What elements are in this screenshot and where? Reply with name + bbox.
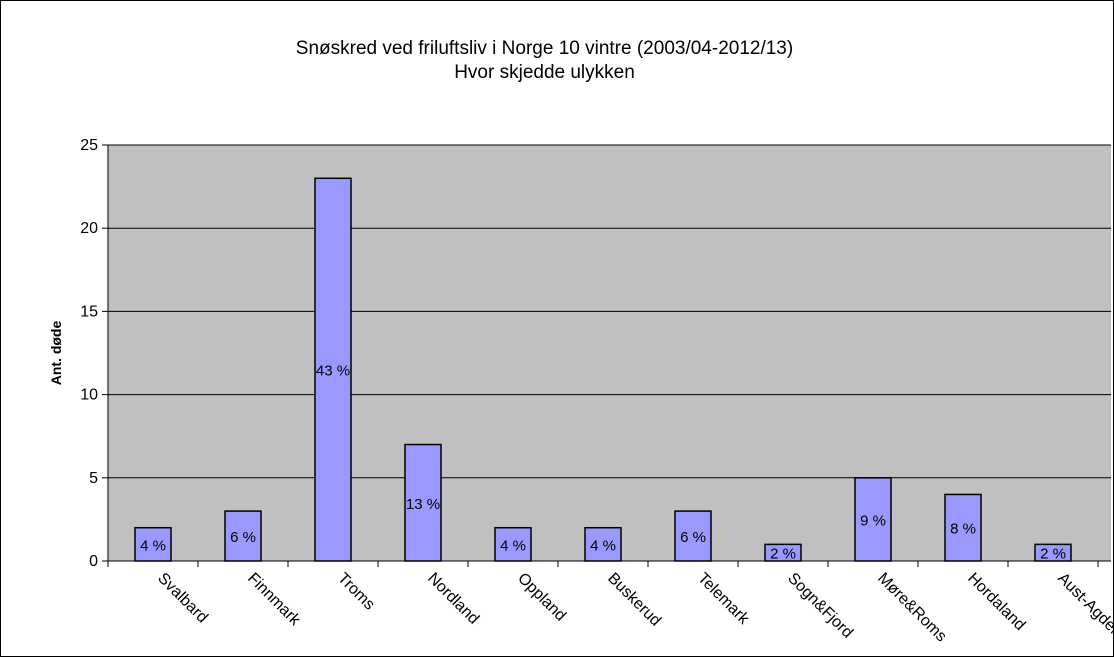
- bar-hordaland: [944, 493, 982, 562]
- data-label: 6 %: [230, 529, 256, 546]
- chart-title-block: Snøskred ved friluftsliv i Norge 10 vint…: [1, 37, 1088, 85]
- x-category-label: Nordland: [424, 570, 482, 628]
- bar-telemark: [674, 510, 712, 562]
- y-tick-label: 15: [80, 303, 98, 320]
- data-label: 4 %: [500, 537, 526, 554]
- plot-area: [108, 145, 1111, 561]
- bar-svalbard: [134, 526, 172, 562]
- data-label: 2 %: [770, 546, 796, 563]
- x-category-label: Møre&Roms: [874, 570, 950, 646]
- bar-troms: [314, 177, 352, 562]
- data-labels: 4 % 6 % 43 % 13 % 4 % 4 % 6 % 2 % 9 % 8 % 2 %: [140, 363, 1066, 563]
- x-category-label: Svalbard: [154, 570, 211, 627]
- bar-oppland: [494, 526, 532, 562]
- x-category-label: Finnmark: [244, 570, 304, 630]
- data-label: 13 %: [406, 496, 440, 513]
- x-category-labels: Svalbard Finnmark Troms Nordland Oppland Busk…: [154, 570, 1113, 646]
- bars: [134, 177, 1072, 562]
- y-tick-label: 10: [80, 387, 98, 404]
- data-label: 43 %: [316, 363, 350, 380]
- x-category-label: Hordaland: [964, 570, 1028, 634]
- y-axis-title: Ant. døde: [48, 321, 64, 386]
- y-tick-label: 5: [89, 470, 98, 487]
- data-label: 9 %: [860, 512, 886, 529]
- bar-nordland: [404, 443, 442, 562]
- bar-m-re-roms: [854, 477, 892, 562]
- y-tick-label: 20: [80, 220, 98, 237]
- y-tick-label: 25: [80, 137, 98, 154]
- x-category-label: Buskerud: [604, 570, 664, 630]
- x-category-label: Troms: [334, 570, 378, 614]
- chart-subtitle: Hvor skjedde ulykken: [454, 62, 635, 83]
- y-tick-label: 0: [89, 553, 98, 570]
- data-label: 2 %: [1040, 546, 1066, 563]
- x-category-label: Telemark: [694, 570, 753, 629]
- gridlines: [108, 144, 1111, 479]
- axes: [107, 145, 1111, 567]
- bar-finnmark: [224, 510, 262, 562]
- data-label: 4 %: [590, 537, 616, 554]
- y-tick-labels: 0 5 10 15 20 25: [80, 137, 108, 570]
- chart-title: Snøskred ved friluftsliv i Norge 10 vint…: [295, 38, 794, 59]
- x-category-label: Sogn&Fjord: [784, 570, 856, 642]
- x-category-label: Oppland: [514, 570, 569, 625]
- data-label: 4 %: [140, 537, 166, 554]
- data-label: 8 %: [950, 521, 976, 538]
- x-category-label: Aust-Agder: [1054, 570, 1113, 639]
- data-label: 6 %: [680, 529, 706, 546]
